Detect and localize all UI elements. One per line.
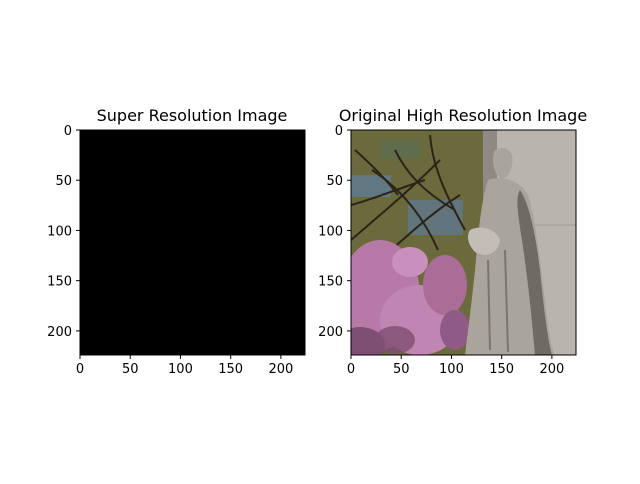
y-tick-label: 0	[335, 124, 343, 139]
x-tick-label: 100	[439, 362, 464, 377]
x-tick-label: 0	[347, 362, 355, 377]
panel-super-resolution: Super Resolution Image 0 50 100 150 200 0 50 10…	[47, 106, 306, 377]
super-resolution-image	[80, 130, 305, 355]
x-tick-label: 0	[76, 362, 84, 377]
sky-patch	[351, 175, 391, 197]
x-tick-label: 100	[168, 362, 193, 377]
y-tick-label: 150	[318, 275, 343, 290]
panel-title-super-resolution: Super Resolution Image	[97, 106, 288, 125]
y-tick-label: 200	[318, 325, 343, 340]
panel-original: Original High Resolution Image	[318, 106, 587, 377]
x-tick-label: 50	[122, 362, 139, 377]
tick-group-right: 0 50 100 150 200 0 50 100 150 200	[318, 124, 564, 377]
x-tick-label: 150	[218, 362, 243, 377]
x-tick-label: 50	[393, 362, 410, 377]
y-tick-label: 50	[326, 174, 343, 189]
original-high-resolution-image	[351, 130, 576, 355]
panel-title-original: Original High Resolution Image	[339, 106, 587, 125]
y-tick-label: 0	[64, 124, 72, 139]
y-tick-label: 100	[318, 224, 343, 239]
x-tick-label: 150	[489, 362, 514, 377]
y-tick-label: 50	[55, 174, 72, 189]
y-tick-label: 150	[47, 275, 72, 290]
axes-frame-right	[350, 129, 577, 356]
tick-group-left: 0 50 100 150 200 0 50 100 150 200	[47, 124, 293, 377]
statue	[465, 148, 555, 355]
x-tick-label: 200	[268, 362, 293, 377]
axes-frame-left	[79, 129, 306, 356]
y-tick-label: 200	[47, 325, 72, 340]
foliage-patch	[380, 140, 420, 158]
y-tick-label: 100	[47, 224, 72, 239]
x-tick-label: 200	[539, 362, 564, 377]
cherry-blossoms	[351, 240, 470, 355]
sky-patch	[408, 200, 463, 235]
